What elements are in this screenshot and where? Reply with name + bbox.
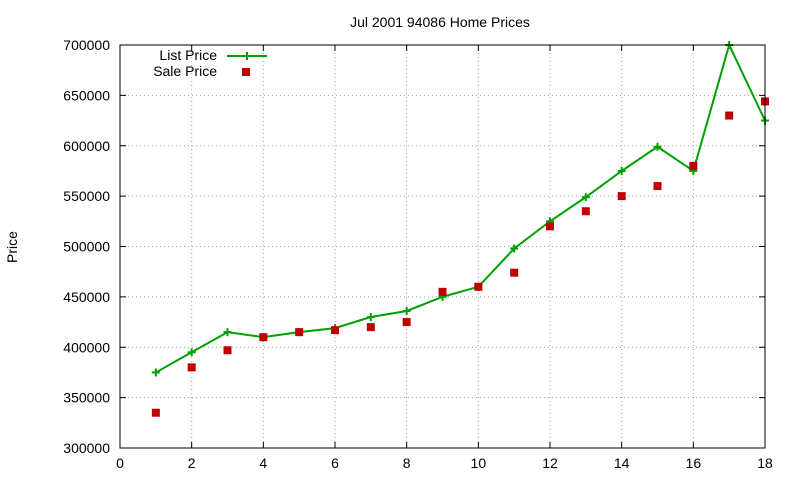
x-tick-label: 12: [542, 455, 558, 471]
x-tick-label: 4: [259, 455, 267, 471]
x-tick-label: 14: [614, 455, 630, 471]
x-tick-label: 2: [188, 455, 196, 471]
legend-label-sale-price: Sale Price: [153, 63, 217, 79]
sale-price-point: [223, 346, 232, 355]
sale-price-point: [546, 222, 554, 231]
axis-ticks: 0 2 4 6 8 10 12 14 16 18 300000 350000 400000 450000 5…: [63, 37, 773, 471]
y-tick-label: 300000: [63, 440, 110, 456]
list-price-point: [581, 193, 590, 202]
y-axis-label: Price: [4, 231, 20, 263]
sale-price-point: [474, 282, 483, 291]
list-price-point: [223, 328, 232, 337]
sale-price-point: [151, 408, 160, 417]
legend-label-list-price: List Price: [159, 47, 217, 63]
list-price-point: [402, 306, 411, 315]
list-price-point: [151, 368, 160, 377]
x-tick-label: 18: [757, 455, 773, 471]
y-tick-label: 500000: [63, 239, 110, 255]
x-tick-label: 16: [686, 455, 702, 471]
y-tick-label: 550000: [63, 188, 110, 204]
list-price-point: [510, 244, 519, 253]
sale-price-point: [402, 318, 411, 327]
y-tick-label: 700000: [63, 37, 110, 53]
y-tick-label: 350000: [63, 390, 110, 406]
x-tick-label: 0: [116, 455, 124, 471]
sale-price-point: [438, 287, 447, 296]
y-tick-label: 650000: [63, 87, 110, 103]
legend: List Price Sale Price: [153, 47, 267, 79]
sale-price-point: [510, 268, 519, 277]
x-tick-label: 8: [403, 455, 411, 471]
sale-price-point: [653, 182, 662, 191]
list-price-point: [653, 142, 662, 151]
chart-title: Jul 2001 94086 Home Prices: [350, 14, 530, 30]
list-price-point: [187, 348, 196, 357]
sale-price-point: [295, 328, 304, 337]
data-series: [151, 41, 769, 417]
y-tick-label: 450000: [63, 289, 110, 305]
sale-price-point: [331, 326, 339, 335]
sale-price-point: [689, 161, 698, 170]
sale-price-point: [187, 363, 196, 372]
x-tick-label: 6: [331, 455, 339, 471]
list-price-point: [366, 313, 375, 322]
y-tick-label: 600000: [63, 138, 110, 154]
sale-price-point: [581, 207, 590, 216]
sale-price-point: [366, 323, 375, 332]
x-tick-label: 10: [471, 455, 487, 471]
grid-lines: [120, 45, 765, 448]
list-price-line: [155, 42, 766, 374]
plot-frame: [119, 44, 766, 449]
sale-price-point: [617, 192, 626, 201]
sale-price-point: [259, 333, 268, 342]
legend-marker-list-price: [243, 52, 251, 60]
y-tick-label: 400000: [63, 339, 110, 355]
sale-price-point: [725, 111, 734, 120]
list-price-point: [617, 166, 626, 175]
legend-marker-sale-price: [242, 68, 250, 76]
